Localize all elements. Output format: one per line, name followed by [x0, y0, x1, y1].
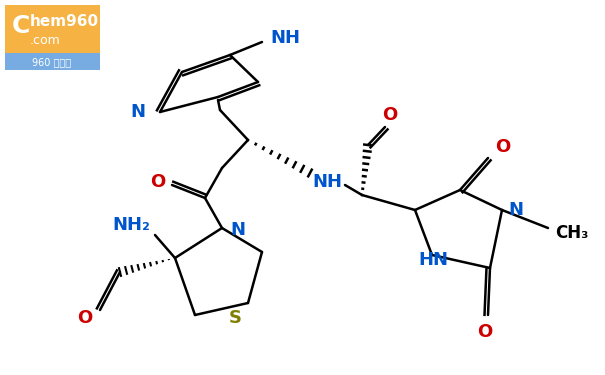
Text: CH₃: CH₃ — [555, 224, 589, 242]
Text: N: N — [230, 221, 245, 239]
Polygon shape — [5, 5, 100, 53]
Polygon shape — [5, 53, 100, 70]
Text: N: N — [131, 103, 145, 121]
Text: O: O — [77, 309, 93, 327]
Text: O: O — [477, 323, 492, 341]
Text: C: C — [12, 14, 30, 38]
Text: NH: NH — [312, 173, 342, 191]
Text: S: S — [229, 309, 241, 327]
Text: 960 化工网: 960 化工网 — [33, 57, 71, 67]
Text: NH: NH — [270, 29, 300, 47]
Text: N: N — [508, 201, 523, 219]
Text: .com: .com — [30, 33, 60, 46]
Text: O: O — [151, 173, 166, 191]
Text: O: O — [382, 106, 397, 124]
Text: hem960: hem960 — [30, 15, 99, 30]
Text: HN: HN — [418, 251, 448, 269]
Text: O: O — [495, 138, 511, 156]
Text: NH₂: NH₂ — [112, 216, 150, 234]
